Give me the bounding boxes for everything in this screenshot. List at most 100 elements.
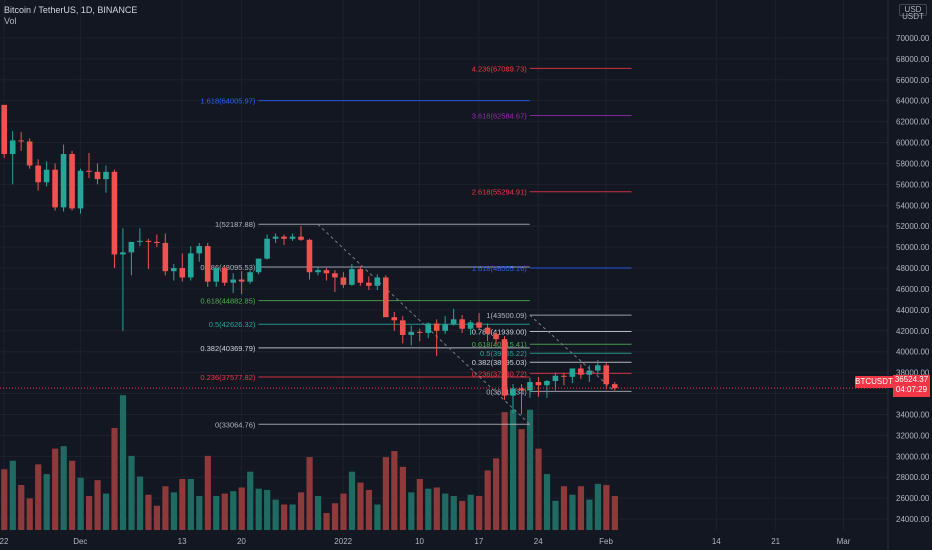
candle-body <box>187 253 194 278</box>
candle-body <box>306 239 313 273</box>
candle-body <box>459 319 465 329</box>
volume-bar <box>281 504 288 530</box>
y-tick-label: 70000.00 <box>896 34 930 43</box>
fib-level-label: 4.236(67089.73) <box>472 64 528 73</box>
volume-bar <box>26 498 33 530</box>
candle-body <box>221 268 228 283</box>
candle-body <box>69 154 75 209</box>
candle-body <box>425 323 431 333</box>
fib-level-label: 1.618(64005.97) <box>200 97 256 106</box>
candle-body <box>18 140 24 142</box>
y-tick-label: 54000.00 <box>896 201 930 210</box>
candle-body <box>586 370 593 375</box>
volume-legend[interactable]: Vol <box>4 16 17 26</box>
candle-body <box>510 388 516 396</box>
candle-body <box>179 268 186 278</box>
candle-body <box>399 320 406 335</box>
y-tick-label: 24000.00 <box>896 515 930 524</box>
y-tick-label: 60000.00 <box>896 139 930 148</box>
x-tick-label: 22 <box>0 537 9 546</box>
volume-bar <box>298 492 305 530</box>
volume-bar <box>543 474 551 530</box>
volume-bar <box>255 488 262 530</box>
candle-body <box>137 240 143 242</box>
volume-bar <box>77 477 84 530</box>
volume-bar <box>18 485 25 530</box>
candle-body <box>247 272 253 282</box>
candle-body <box>26 141 33 166</box>
fib-level-label: 0.786(41939.00) <box>472 327 528 336</box>
volume-bar <box>399 466 406 530</box>
volume-bar <box>569 494 576 530</box>
volume-bar <box>60 446 67 530</box>
candle-body <box>544 381 550 386</box>
fib-level-label: 0(33064.76) <box>215 420 256 429</box>
fib-trend-line[interactable] <box>317 223 531 425</box>
fib-trend-line[interactable] <box>529 314 615 392</box>
volume-bar <box>391 451 398 530</box>
last-price: 36524.37 <box>894 375 929 384</box>
candle-body <box>111 171 118 255</box>
candle-body <box>476 322 482 328</box>
volume-bar <box>187 478 194 530</box>
candle-body <box>518 388 525 391</box>
volume-bar <box>416 478 423 530</box>
currency-button[interactable]: USD USDT <box>899 4 927 21</box>
y-tick-label: 56000.00 <box>896 180 930 189</box>
candle-body <box>442 324 448 331</box>
volume-bar <box>425 488 432 530</box>
x-tick-label: 13 <box>178 537 187 546</box>
volume-bar <box>102 493 110 530</box>
volume-bar <box>526 409 534 530</box>
y-tick-label: 58000.00 <box>896 159 930 168</box>
volume-bar <box>204 455 211 530</box>
y-tick-label: 46000.00 <box>896 285 930 294</box>
volume-bar <box>52 448 59 530</box>
candle-body <box>213 268 219 282</box>
candle-body <box>86 170 92 172</box>
volume-bar <box>467 494 474 530</box>
symbol-legend[interactable]: Bitcoin / TetherUS, 1D, BINANCE <box>4 5 138 15</box>
x-tick-label: 20 <box>237 537 246 546</box>
fib-level-label: 0.5(42626.32) <box>209 320 256 329</box>
candle-body <box>43 169 50 183</box>
candle-body <box>154 241 160 243</box>
candle-body <box>501 339 508 396</box>
candle-body <box>60 154 67 208</box>
candle-body <box>272 236 279 239</box>
volume-bar <box>119 395 127 530</box>
x-tick-label: 17 <box>474 537 483 546</box>
candle-body <box>230 279 236 283</box>
volume-bar <box>594 483 601 530</box>
candle-body <box>552 375 559 382</box>
candle-body <box>493 333 499 340</box>
y-tick-label: 40000.00 <box>896 348 930 357</box>
volume-bar <box>170 492 177 530</box>
candle-body <box>349 269 355 285</box>
fib-level-label: 0.236(37577.82) <box>200 373 256 382</box>
fib-level-label: 0.618(44882.85) <box>200 297 256 306</box>
volume-bar <box>459 500 466 530</box>
candle-body <box>298 236 304 240</box>
x-tick-label: 24 <box>534 537 543 546</box>
volume-bar <box>314 495 322 530</box>
y-tick-label: 42000.00 <box>896 327 930 336</box>
x-tick-label: 10 <box>415 537 424 546</box>
candle-body <box>374 277 381 286</box>
volume-bar <box>221 493 228 530</box>
volume-bar <box>69 460 76 530</box>
volume-bar <box>238 487 245 530</box>
candle-body <box>204 246 211 282</box>
volume-bar <box>179 478 186 530</box>
fib-level-label: 1(52187.88) <box>215 220 256 229</box>
x-tick-label: Dec <box>73 537 87 546</box>
candle-body <box>264 238 270 259</box>
fib-level-label: 0.786(48095.53) <box>200 263 256 272</box>
candle-body <box>383 277 389 318</box>
volume-bar <box>433 487 440 530</box>
x-tick-label: 2022 <box>334 537 352 546</box>
candle-body <box>391 317 398 321</box>
candle-body <box>255 258 262 273</box>
candle-body <box>357 269 364 283</box>
